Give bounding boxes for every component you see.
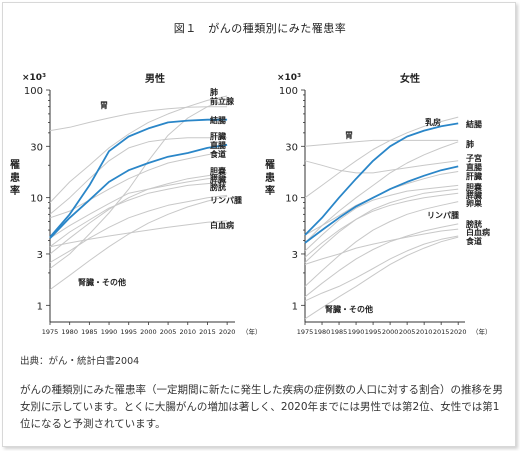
y-tick-label: 100 — [279, 86, 298, 97]
x-unit-label: （年） — [242, 327, 262, 336]
series-line-膀胱 — [49, 181, 228, 248]
y-axis-label: 罹患率 — [10, 159, 20, 197]
series-line-直腸 — [49, 143, 228, 239]
series-line-子宮 — [304, 160, 459, 174]
series-label: 白血病 — [210, 220, 234, 230]
series-line-リンパ腫 — [49, 194, 228, 263]
x-tick-label: 1995 — [120, 328, 137, 336]
series-label: 膀胱 — [465, 219, 482, 229]
series-line-卵巣 — [304, 192, 459, 258]
y-axis-label: 罹患率 — [265, 159, 275, 197]
series-label: 肺 — [210, 87, 218, 97]
series-label: 膀胱 — [209, 182, 226, 192]
x-tick-label: 1975 — [42, 328, 59, 336]
y-unit-label: ×10³ — [22, 73, 46, 83]
series-label: 肺 — [466, 139, 474, 149]
series-line-胃 — [49, 106, 228, 132]
series-label: 胃 — [100, 101, 108, 110]
x-tick-label: 2010 — [416, 328, 433, 336]
series-label: 胃 — [345, 131, 353, 140]
series-label: 肝臓 — [466, 171, 482, 181]
series-label: 結腸 — [466, 119, 482, 129]
series-line-結腸 — [49, 118, 228, 238]
series-label: 胆嚢 — [210, 166, 227, 176]
series-line-直腸 — [304, 165, 459, 244]
series-label: 白血病 — [466, 227, 490, 237]
series-label: 食道 — [210, 149, 226, 159]
y-tick-label: 3 — [37, 250, 43, 261]
series-label: 子宮 — [466, 153, 482, 163]
x-tick-label: 1975 — [297, 328, 314, 336]
series-line-膀胱 — [304, 223, 459, 298]
series-line-食道 — [304, 235, 459, 302]
series-label: 膵臓 — [210, 174, 226, 184]
series-line-肺 — [49, 95, 228, 203]
x-tick-label: 2015 — [199, 328, 216, 336]
y-tick-label: 100 — [24, 86, 43, 97]
series-label: 乳房 — [425, 117, 441, 127]
figure-caption: がんの種類別にみた罹患率（一定期間に新たに発生した疾病の症例数の人口に対する割合… — [20, 384, 503, 430]
x-tick-label: 1995 — [365, 328, 382, 336]
x-tick-label: 2005 — [160, 328, 177, 336]
series-label: 卵巣 — [466, 198, 482, 208]
x-tick-label: 1990 — [348, 328, 365, 336]
series-label: 食道 — [466, 236, 482, 246]
series-line-白血病 — [49, 220, 228, 248]
panel-title: 女性 — [400, 72, 420, 85]
x-tick-label: 1985 — [81, 328, 98, 336]
series-label: 直腸 — [210, 140, 226, 150]
series-label: リンパ腫 — [427, 210, 459, 220]
series-label: 腎臓・その他 — [78, 277, 126, 287]
series-label: 前立腺 — [210, 96, 235, 106]
series-line-膵臓 — [49, 176, 228, 239]
series-label: 直腸 — [466, 162, 482, 172]
y-tick-label: 30 — [30, 142, 43, 153]
x-tick-label: 2015 — [433, 328, 450, 336]
series-label: 膵臓 — [466, 190, 482, 200]
x-tick-label: 1985 — [331, 328, 348, 336]
series-line-肺 — [304, 141, 459, 244]
x-tick-label: 1990 — [101, 328, 118, 336]
y-tick-label: 1 — [292, 301, 298, 312]
x-tick-label: 2005 — [399, 328, 416, 336]
series-label: リンパ腫 — [210, 195, 242, 205]
series-line-胃 — [304, 139, 459, 147]
x-tick-label: 2010 — [179, 328, 196, 336]
y-tick-label: 30 — [285, 142, 298, 153]
series-line-胆嚢 — [304, 184, 459, 252]
series-line-胆嚢 — [49, 172, 228, 255]
x-tick-label: 2000 — [140, 328, 157, 336]
series-line-リンパ腫 — [304, 201, 459, 287]
x-tick-label: 1980 — [314, 328, 331, 336]
series-line-膵臓 — [304, 188, 459, 263]
figure-title: 図１ がんの種類別にみた罹患率 — [173, 22, 347, 35]
series-label: 腎臓・その他 — [325, 304, 373, 314]
series-line-乳房 — [304, 116, 459, 199]
y-unit-label: ×10³ — [277, 73, 301, 83]
x-tick-label: 2020 — [450, 328, 467, 336]
y-tick-label: 1 — [37, 301, 43, 312]
series-line-結腸 — [304, 122, 459, 236]
y-tick-label: 10 — [285, 194, 298, 205]
series-label: 肝臓 — [210, 131, 226, 141]
x-tick-label: 1980 — [61, 328, 78, 336]
source-note: 出典：がん・統計白書2004 — [20, 356, 140, 367]
series-line-白血病 — [304, 228, 459, 265]
series-label: 結腸 — [210, 115, 226, 125]
y-tick-label: 10 — [30, 194, 43, 205]
x-tick-label: 2000 — [382, 328, 399, 336]
y-tick-label: 3 — [292, 250, 298, 261]
series-line-肝臓 — [49, 137, 228, 215]
series-line-腎臓・その他 — [49, 195, 228, 291]
series-label: 胆嚢 — [466, 182, 483, 192]
panel-title: 男性 — [145, 72, 165, 85]
series-line-食道 — [49, 150, 228, 219]
x-unit-label: （年） — [472, 327, 492, 336]
series-line-腎臓・その他 — [304, 236, 459, 320]
x-tick-label: 2020 — [219, 328, 236, 336]
